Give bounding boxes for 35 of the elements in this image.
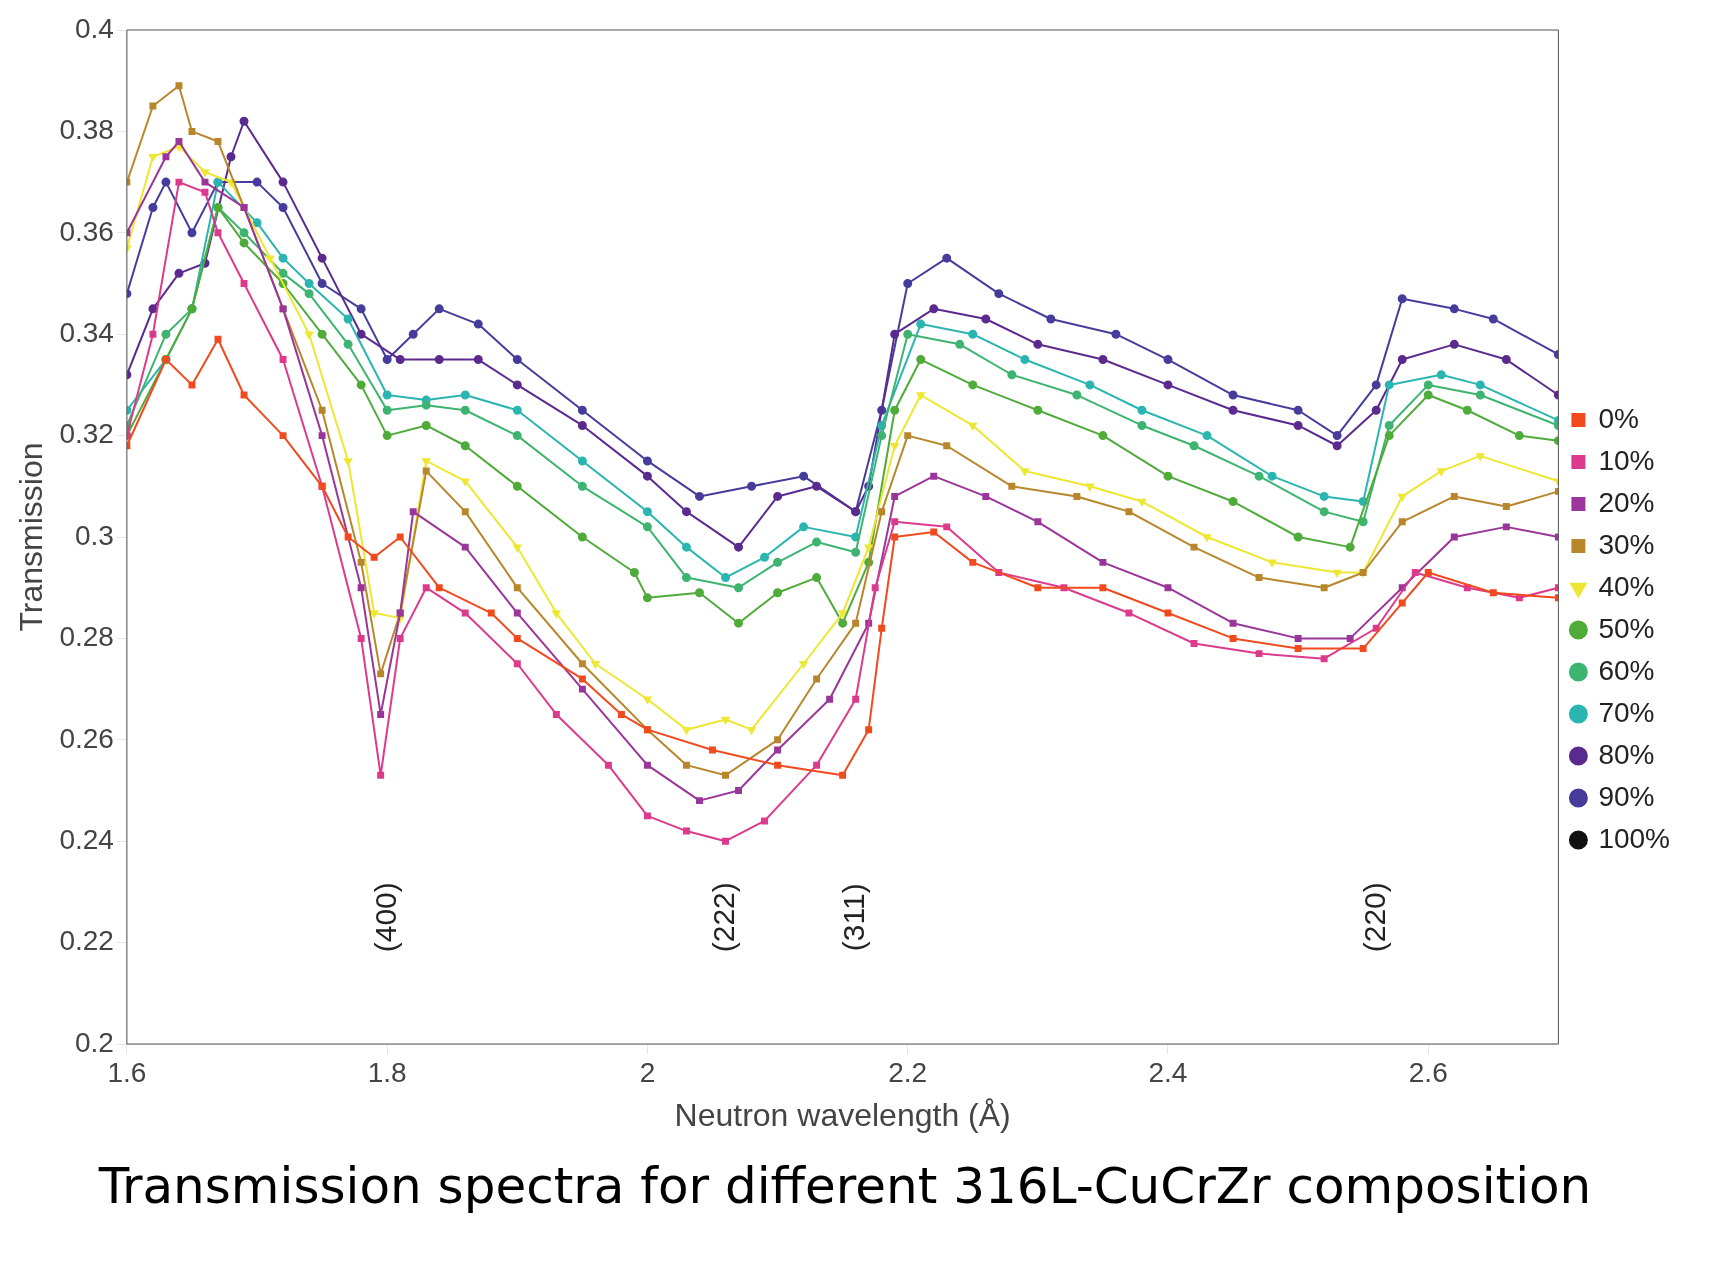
x-axis-title: Neutron wavelength (Å) — [674, 1096, 1011, 1133]
legend-label: 50% — [1598, 612, 1655, 644]
legend-label: 60% — [1598, 654, 1655, 686]
y-tick-label: 0.32 — [59, 418, 114, 450]
legend-label: 100% — [1598, 822, 1671, 854]
legend-label: 20% — [1598, 486, 1655, 518]
legend-label: 70% — [1598, 696, 1655, 728]
annotation: (222) — [706, 882, 740, 953]
legend-label: 10% — [1598, 444, 1655, 476]
x-tick-label: 1.8 — [367, 1056, 407, 1088]
y-tick-label: 0.24 — [59, 823, 114, 855]
x-tick-label: 2 — [639, 1056, 656, 1088]
legend-label: 90% — [1598, 780, 1655, 812]
y-tick-label: 0.38 — [59, 114, 114, 146]
y-tick-label: 0.3 — [74, 519, 114, 551]
legend-label: 80% — [1598, 738, 1655, 770]
x-tick-label: 2.2 — [888, 1056, 928, 1088]
y-tick-label: 0.2 — [74, 1026, 114, 1058]
annotation: (220) — [1357, 882, 1391, 953]
legend-label: 30% — [1598, 528, 1655, 560]
y-tick-label: 0.22 — [59, 925, 114, 957]
annotation: (400) — [368, 882, 402, 953]
y-tick-label: 0.26 — [59, 722, 114, 754]
y-tick-label: 0.4 — [74, 12, 114, 44]
annotation: (311) — [836, 883, 870, 952]
legend-label: 40% — [1598, 570, 1655, 602]
y-tick-label: 0.34 — [59, 316, 114, 348]
x-tick-label: 2.6 — [1408, 1056, 1448, 1088]
legend-label: 0% — [1598, 402, 1639, 434]
y-tick-label: 0.36 — [59, 215, 114, 247]
y-axis-title: Transmission — [13, 442, 50, 632]
x-tick-label: 1.6 — [107, 1056, 147, 1088]
x-tick-label: 2.4 — [1148, 1056, 1188, 1088]
y-tick-label: 0.28 — [59, 621, 114, 653]
text: Transmission spectra for different 316L-CuCrZr composition — [97, 1156, 1592, 1215]
